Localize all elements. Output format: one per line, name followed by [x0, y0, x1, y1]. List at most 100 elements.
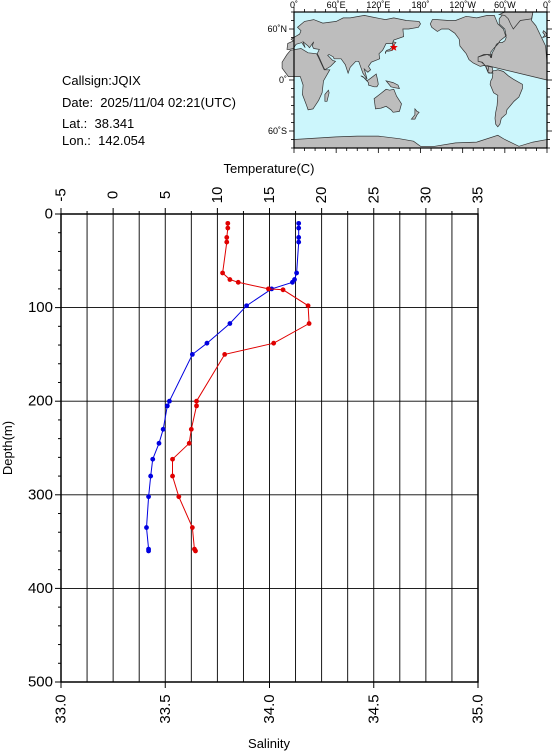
salinity-tick-label: 33.5 [157, 694, 174, 723]
salinity-tick-label: 35.0 [470, 694, 487, 723]
temperature-point [170, 473, 175, 479]
salinity-line [145, 223, 300, 551]
map-lon-label: 120˚W [449, 0, 476, 10]
latitude-label: Lat.: 38.341 [62, 116, 135, 131]
map-land-eurasia [286, 15, 421, 80]
map-land-uk [541, 30, 548, 39]
temperature-point [280, 287, 286, 293]
map-lon-label: 0˚ [290, 0, 298, 10]
temperature-point [224, 239, 230, 245]
map-land-indonesia [360, 73, 379, 88]
salinity-tick-label: 33.0 [53, 694, 70, 723]
temperature-line [172, 223, 310, 552]
temperature-point [305, 303, 311, 309]
grid [61, 214, 478, 682]
depth-tick-label: 500 [28, 674, 53, 691]
temperature-series [170, 220, 312, 554]
map-land-australia [373, 88, 402, 113]
salinity-point [167, 398, 172, 404]
salinity-point [296, 220, 302, 226]
station-marker-icon [389, 43, 398, 51]
map-lat-label: 60˚N [267, 24, 287, 34]
temperature-tick-label: 20 [313, 187, 330, 204]
salinity-point [144, 525, 149, 530]
salinity-series [144, 220, 302, 554]
temperature-point [193, 548, 198, 554]
map-land-new-zealand [410, 107, 420, 120]
temperature-point [194, 398, 199, 404]
salinity-axis-title: Salinity [248, 736, 290, 751]
temperature-tick-label: 35 [470, 187, 487, 204]
salinity-point [160, 426, 166, 432]
map-lon-label: 60˚W [494, 0, 516, 10]
map-land-madagascar [324, 89, 330, 102]
salinity-point [227, 321, 233, 326]
salinity-tick-label: 34.5 [365, 694, 382, 723]
salinity-point [296, 239, 302, 245]
map-land-north-america [429, 11, 548, 128]
salinity-tick-label: 34.0 [261, 694, 278, 723]
salinity-point [244, 303, 249, 309]
temperature-tick-label: 25 [365, 187, 382, 204]
map-marker [389, 43, 398, 51]
callsign-label: Callsign:JQIX [62, 73, 141, 88]
salinity-point [150, 456, 156, 462]
temperature-tick-label: 15 [261, 187, 278, 204]
salinity-point [296, 235, 302, 240]
map-lon-label: 0˚ [543, 0, 551, 10]
temperature-point [194, 403, 199, 409]
depth-axis: 0 100 200 300 400 500 [28, 206, 53, 691]
temperature-tick-label: 30 [417, 187, 434, 204]
map-lon-label: 60˚E [327, 0, 346, 10]
minor-ticks [55, 213, 61, 683]
salinity-point [294, 270, 300, 276]
date-label: Date: 2025/11/04 02:21(UTC) [62, 95, 236, 110]
depth-tick-label: 400 [28, 580, 53, 597]
temperature-point [222, 352, 228, 357]
temperature-point [306, 321, 312, 326]
temperature-tick-label: 10 [209, 187, 226, 204]
salinity-point [156, 440, 162, 446]
depth-tick-label: 100 [28, 299, 53, 316]
temperature-tick-label: -5 [53, 188, 70, 201]
temperature-point [235, 279, 241, 285]
map-land-new-guinea [385, 80, 400, 89]
salinity-axis: 33.0 33.5 34.0 34.5 35.0 [53, 682, 487, 724]
depth-tick-label: 300 [28, 486, 53, 503]
temperature-point [188, 426, 194, 432]
temperature-point [271, 340, 277, 346]
temperature-tick-label: 0 [105, 191, 122, 199]
salinity-point [296, 225, 302, 231]
temperature-point [227, 277, 233, 282]
temperature-point [266, 286, 271, 292]
temperature-axis-title: Temperature(C) [223, 161, 314, 176]
temperature-tick-label: 5 [157, 191, 174, 199]
temperature-point [220, 270, 225, 276]
salinity-point [146, 548, 151, 554]
depth-axis-title: Depth(m) [0, 421, 15, 475]
temperature-point [170, 456, 175, 462]
longitude-label: Lon.: 142.054 [62, 133, 146, 148]
salinity-point [204, 340, 210, 346]
map-labels: 0˚ 60˚E 120˚E 180˚ 120˚W 60˚W 0˚ 60˚N 0˚ 60˚S [267, 0, 551, 136]
temperature-point [176, 494, 182, 500]
map-frame [293, 11, 548, 149]
temperature-point [225, 225, 231, 231]
map-lat-label: 0˚ [279, 75, 287, 85]
salinity-point [148, 473, 154, 479]
temperature-point [186, 440, 192, 446]
map-lat-label: 60˚S [268, 126, 287, 136]
depth-tick-label: 0 [45, 206, 53, 223]
salinity-point [164, 403, 170, 409]
salinity-point [146, 494, 151, 500]
temperature-point [224, 235, 230, 240]
temperature-axis: -5 0 5 10 15 20 25 30 35 [53, 187, 487, 214]
depth-tick-label: 200 [28, 393, 53, 410]
temperature-point [225, 220, 231, 226]
map-lon-label: 180˚ [411, 0, 429, 10]
salinity-point [189, 352, 195, 357]
temperature-point [189, 525, 195, 530]
salinity-point [290, 279, 295, 285]
